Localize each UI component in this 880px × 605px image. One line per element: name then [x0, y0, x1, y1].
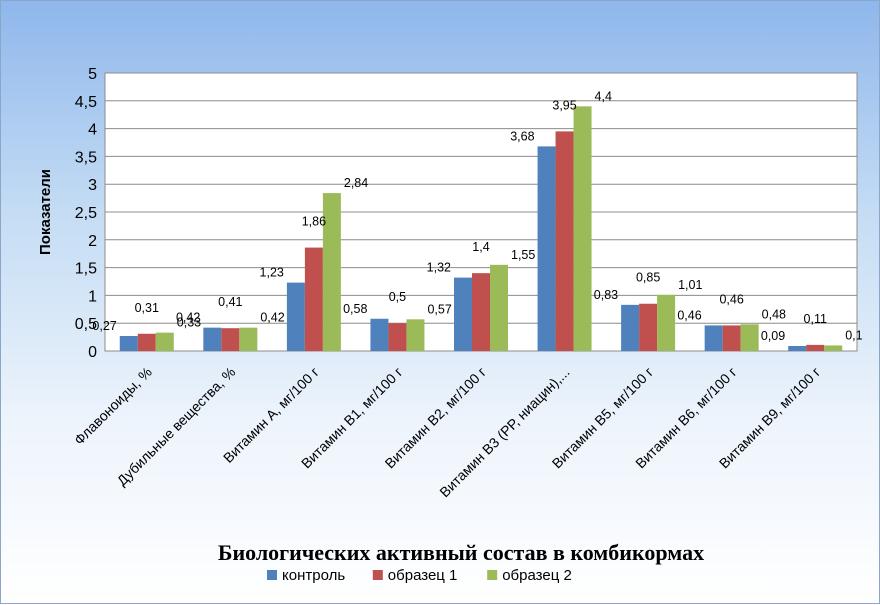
legend-item: контроль [282, 567, 345, 584]
legend-swatch [267, 570, 277, 580]
x-axis-categories: Флавоноиды, %Дубильные вещества, %Витами… [71, 364, 824, 500]
y-tick-label: 5 [88, 66, 97, 83]
data-label: 0,83 [594, 288, 618, 302]
bar [704, 325, 723, 351]
data-label: 1,86 [302, 215, 326, 229]
bar [490, 264, 508, 351]
bar [286, 282, 305, 351]
data-label: 3,95 [552, 98, 576, 112]
y-axis-title: Показатели [37, 169, 54, 255]
data-label: 0,27 [92, 319, 116, 333]
bar [388, 323, 407, 351]
bar [322, 193, 341, 351]
data-label: 0,57 [427, 302, 451, 316]
data-label: 0,11 [804, 312, 827, 326]
y-tick-label: 0,5 [75, 316, 97, 333]
legend: контроль образец 1 образец 2 [267, 567, 572, 584]
bar [639, 303, 658, 351]
legend-item: образец 2 [502, 567, 572, 584]
data-label: 3,68 [510, 129, 534, 143]
data-label: 4,4 [595, 89, 612, 103]
data-label: 1,32 [427, 261, 451, 275]
data-label: 2,84 [344, 176, 368, 190]
legend-swatch [487, 570, 498, 580]
y-tick-label: 3 [88, 177, 97, 194]
bar [406, 319, 425, 351]
y-axis-ticks: 0 0,5 1 1,5 2 2,5 3 3,5 4 4,5 5 [75, 66, 97, 361]
bar [137, 333, 156, 351]
x-category-label: Флавоноиды, % [71, 364, 155, 448]
legend-item: образец 1 [388, 567, 458, 584]
bar [824, 345, 843, 351]
bar [788, 345, 807, 351]
data-label: 0,41 [218, 295, 242, 309]
bar [239, 327, 258, 351]
y-tick-label: 1 [88, 288, 97, 305]
bars [119, 106, 843, 351]
bar [472, 273, 490, 351]
bar [119, 335, 138, 351]
bar [221, 328, 240, 351]
y-tick-label: 4 [88, 122, 97, 139]
y-tick-label: 0 [88, 344, 97, 361]
y-tick-label: 4,5 [75, 94, 97, 111]
bar [454, 277, 472, 351]
data-label: 0,42 [260, 311, 284, 325]
data-label: 0,48 [762, 307, 786, 321]
y-tick-label: 2,5 [75, 205, 97, 222]
y-tick-label: 3,5 [75, 149, 97, 166]
bar [304, 247, 323, 351]
data-label: 1,01 [678, 278, 702, 292]
data-label: 0,58 [343, 302, 367, 316]
bar [657, 294, 676, 351]
bar [621, 304, 640, 351]
y-tick-label: 1,5 [75, 261, 97, 278]
data-label: 1,55 [511, 248, 535, 262]
data-label: 0,42 [176, 311, 200, 325]
bar [370, 318, 389, 351]
x-axis-title: Биологических активный состав в комбикор… [218, 540, 704, 565]
data-label: 0,33 [177, 316, 201, 330]
data-label: 0,5 [389, 290, 406, 304]
data-label: 0,09 [761, 329, 785, 343]
data-labels: 0,270,310,330,420,410,421,231,862,840,58… [92, 89, 862, 343]
data-label: 1,4 [472, 240, 489, 254]
bar [573, 106, 592, 351]
bar [555, 131, 574, 351]
legend-swatch [372, 570, 383, 580]
bar [806, 344, 825, 351]
data-label: 0,46 [677, 308, 701, 322]
bar [537, 146, 556, 351]
data-label: 1,23 [260, 266, 284, 280]
data-label: 0,85 [636, 271, 660, 285]
data-label: 0,31 [135, 301, 159, 315]
bar [203, 327, 222, 351]
bar [740, 324, 759, 351]
y-tick-label: 2 [88, 233, 97, 250]
bar [722, 325, 741, 351]
data-label: 0,1 [845, 328, 862, 342]
bar [155, 332, 174, 351]
data-label: 0,46 [719, 292, 743, 306]
